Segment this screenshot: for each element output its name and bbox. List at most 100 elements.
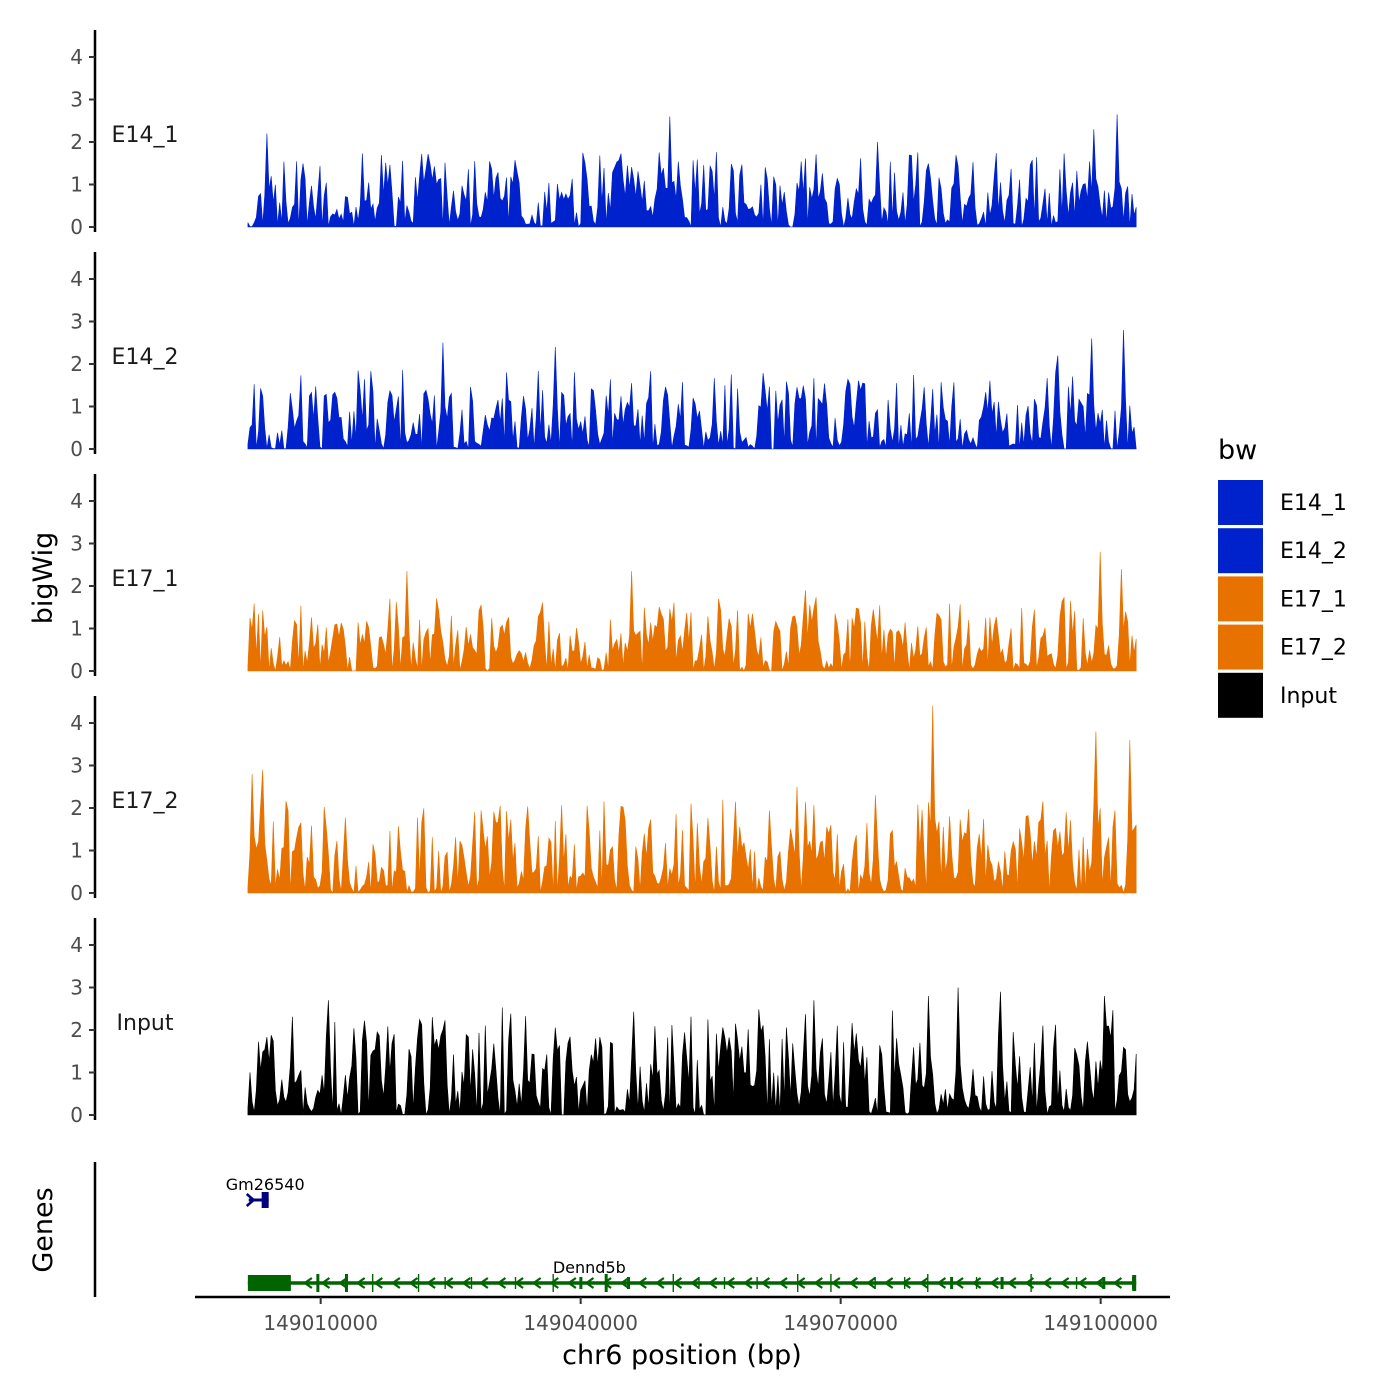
strand-arrow (954, 1277, 964, 1289)
gene-label: Dennd5b (553, 1258, 626, 1277)
legend-swatch-E14_2 (1218, 528, 1263, 574)
y-tick-label: 4 (70, 933, 83, 957)
x-axis-title: chr6 position (bp) (562, 1340, 802, 1371)
y-tick-label: 1 (70, 1061, 83, 1085)
strand-arrow (478, 1277, 489, 1289)
strand-arrow (461, 1277, 471, 1289)
strand-arrow (848, 1277, 859, 1289)
y-tick-label: 1 (70, 839, 83, 863)
strand-arrow (1112, 1277, 1123, 1289)
y-axis-title: bigWig (28, 532, 59, 625)
strand-arrow (408, 1277, 419, 1289)
gene-exon (247, 1275, 291, 1291)
legend-title: bw (1218, 435, 1257, 466)
strand-arrow (971, 1277, 982, 1289)
legend-label-Input: Input (1280, 684, 1337, 709)
strand-arrow (707, 1277, 718, 1289)
strand-arrow (549, 1277, 559, 1289)
strand-arrow (1059, 1277, 1070, 1289)
y-tick-label: 4 (70, 711, 83, 735)
gene-track: Gm26540 Dennd5b (93, 1162, 1137, 1297)
y-tick-label: 1 (70, 617, 83, 641)
x-tick-label: 149040000 (523, 1311, 638, 1335)
legend-label-E14_1: E14_1 (1280, 491, 1347, 516)
y-tick-label: 0 (70, 659, 83, 683)
strand-arrow (778, 1277, 788, 1289)
strand-arrow (566, 1277, 577, 1289)
legend-label-E17_1: E17_1 (1280, 587, 1347, 612)
y-tick-label: 4 (70, 267, 83, 291)
x-axis: 149010000 149040000 149070000 149100000 (195, 1295, 1170, 1335)
strand-arrow (830, 1277, 841, 1289)
signal-area-E17_1 (247, 551, 1137, 672)
y-tick-label: 4 (70, 45, 83, 69)
track-E17_1: 0 1 2 3 4 E17_1 (70, 474, 1137, 683)
strand-arrow (1094, 1277, 1105, 1289)
gene-label: Gm26540 (226, 1175, 305, 1194)
strand-arrow (426, 1277, 436, 1289)
strand-arrow (584, 1277, 595, 1289)
legend-label-E14_2: E14_2 (1280, 539, 1347, 564)
track-label: E17_2 (112, 789, 179, 814)
signal-area-E17_2 (247, 705, 1137, 895)
legend: bw E14_1 E14_2 E17_1 E17_2 Input (1218, 435, 1347, 718)
strand-arrow (725, 1277, 735, 1289)
y-tick-label: 0 (70, 1103, 83, 1127)
strand-arrow (390, 1277, 401, 1289)
y-tick-label: 1 (70, 395, 83, 419)
x-tick-label: 149010000 (263, 1311, 378, 1335)
y-tick-label: 0 (70, 881, 83, 905)
track-Input: 0 1 2 3 4 Input (70, 918, 1137, 1127)
y-tick-label: 0 (70, 437, 83, 461)
track-E14_1: 0 1 2 3 4 E14_1 (70, 30, 1137, 239)
track-label: E14_1 (112, 123, 179, 148)
signal-area-E14_1 (247, 114, 1137, 228)
y-tick-label: 2 (70, 352, 83, 376)
strand-arrow (496, 1277, 507, 1289)
strand-arrow (883, 1277, 894, 1289)
strand-arrow (1042, 1277, 1052, 1289)
strand-arrow (1077, 1277, 1087, 1289)
track-label: Input (117, 1011, 174, 1036)
strand-arrow (742, 1277, 753, 1289)
strand-arrow (619, 1277, 630, 1289)
gene-Dennd5b: Dennd5b (247, 1258, 1137, 1292)
strand-arrow (866, 1277, 876, 1289)
strand-arrow (690, 1277, 700, 1289)
strand-arrow (1006, 1277, 1017, 1289)
x-tick-label: 149100000 (1043, 1311, 1158, 1335)
genes-axis-title: Genes (28, 1187, 59, 1272)
legend-swatch-Input (1218, 672, 1263, 718)
strand-arrow (637, 1277, 647, 1289)
strand-arrow (338, 1277, 348, 1289)
track-E14_2: 0 1 2 3 4 E14_2 (70, 252, 1137, 461)
legend-label-E17_2: E17_2 (1280, 636, 1347, 661)
gene-exon (1132, 1275, 1137, 1291)
y-tick-label: 3 (70, 310, 83, 334)
strand-arrow (918, 1277, 929, 1289)
strand-arrow (531, 1277, 542, 1289)
strand-arrow (760, 1277, 771, 1289)
gene-exon (261, 1192, 269, 1208)
strand-arrow (373, 1277, 383, 1289)
strand-arrow (672, 1277, 683, 1289)
y-tick-label: 3 (70, 532, 83, 556)
legend-swatch-E17_2 (1218, 624, 1263, 670)
strand-arrow (355, 1277, 366, 1289)
y-tick-label: 1 (70, 173, 83, 197)
y-tick-label: 2 (70, 574, 83, 598)
strand-arrow (302, 1277, 313, 1289)
strand-arrow (245, 1193, 256, 1207)
strand-arrow (901, 1277, 911, 1289)
y-tick-label: 3 (70, 976, 83, 1000)
x-tick-label: 149070000 (783, 1311, 898, 1335)
strand-arrow (813, 1277, 823, 1289)
signal-tracks: 0 1 2 3 4 E14_1 0 1 2 3 4 E14_2 0 1 2 3 4 E17_1 0 1 2 3 4 E17_2… (70, 30, 1137, 1127)
y-tick-label: 3 (70, 88, 83, 112)
strand-arrow (989, 1277, 999, 1289)
y-tick-label: 2 (70, 1018, 83, 1042)
signal-area-Input (247, 987, 1137, 1116)
y-tick-label: 0 (70, 215, 83, 239)
strand-arrow (654, 1277, 665, 1289)
